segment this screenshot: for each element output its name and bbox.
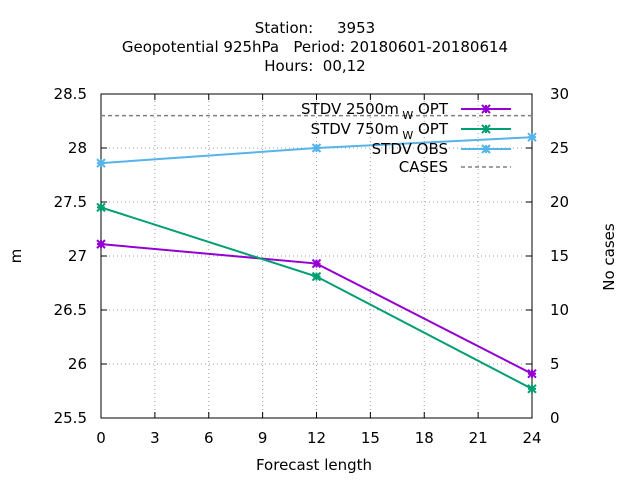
x-tick-label: 15 <box>361 429 380 447</box>
data-point <box>311 271 322 282</box>
marker-stroke <box>311 271 322 282</box>
legend-entry-3: STDV OBS <box>372 140 511 158</box>
y-tick-label: 28.5 <box>54 85 87 103</box>
legend-marker <box>481 104 491 114</box>
y2-tick-label: 0 <box>550 409 560 427</box>
x-tick-label: 12 <box>307 429 326 447</box>
y-tick-label: 26 <box>68 355 87 373</box>
legend-label: CASES <box>399 158 448 176</box>
grid-lines <box>101 94 532 418</box>
chart-title: Station: 3953 Geopotential 925hPa Period… <box>122 19 508 75</box>
y-tick-label: 26.5 <box>54 301 87 319</box>
legend-entry-1: STDV 2500m W OPT <box>301 100 511 122</box>
x-tick-label: 6 <box>204 429 214 447</box>
marker-stroke <box>96 202 106 213</box>
legend-subscript: W <box>399 109 413 122</box>
legend-name: STDV 750m <box>311 120 399 138</box>
y2-tick-label: 10 <box>550 301 569 319</box>
legend-name: STDV OBS <box>372 140 448 158</box>
x-tick-label: 24 <box>522 429 541 447</box>
x-tick-label: 0 <box>96 429 106 447</box>
y2-tick-label: 25 <box>550 139 569 157</box>
legend-entry-4: CASES <box>399 158 511 176</box>
y2-tick-label: 5 <box>550 355 560 373</box>
legend-suffix: OPT <box>413 120 449 138</box>
y-axis-label: m <box>7 249 25 264</box>
y-tick-label: 25.5 <box>54 409 87 427</box>
axes: 0 3 6 9 12 15 18 21 24 25.5 26 26.5 27 27.5 28 28.5 0 5 10… <box>54 85 570 447</box>
data-point <box>96 158 106 168</box>
y2-tick-label: 20 <box>550 193 569 211</box>
x-tick-label: 18 <box>415 429 434 447</box>
marker-stroke <box>527 132 537 142</box>
legend-subscript: W <box>399 129 413 142</box>
legend-name: STDV 2500m <box>301 100 399 118</box>
x-tick-label: 9 <box>258 429 268 447</box>
marker-stroke <box>481 124 491 134</box>
y-tick-label: 27.5 <box>54 193 87 211</box>
x-axis-label: Forecast length <box>256 456 372 474</box>
title-line-3: Hours: 00,12 <box>264 57 365 75</box>
legend-marker <box>481 144 491 154</box>
data-point <box>311 258 322 269</box>
legend-label: STDV OBS <box>372 140 448 158</box>
legend-entry-2: STDV 750m W OPT <box>311 120 511 142</box>
data-point <box>96 239 106 249</box>
data-point <box>311 143 322 153</box>
y-tick-label: 27 <box>68 247 87 265</box>
x-tick-label: 21 <box>469 429 488 447</box>
data-point <box>96 202 106 213</box>
legend-suffix: OPT <box>413 100 449 118</box>
y-tick-label: 28 <box>68 139 87 157</box>
title-line-1: Station: 3953 <box>255 19 375 37</box>
marker-stroke <box>527 384 537 394</box>
data-point <box>527 132 537 142</box>
legend-name: CASES <box>399 158 448 176</box>
marker-stroke <box>481 144 491 154</box>
marker-stroke <box>96 158 106 168</box>
y2-tick-label: 30 <box>550 85 569 103</box>
marker-stroke <box>96 239 106 249</box>
data-point <box>527 369 537 379</box>
series-lines <box>96 114 537 394</box>
y2-axis-label: No cases <box>600 223 618 291</box>
x-tick-label: 3 <box>150 429 160 447</box>
data-point <box>527 384 537 394</box>
title-line-2: Geopotential 925hPa Period: 20180601-201… <box>122 38 508 56</box>
marker-stroke <box>527 369 537 379</box>
legend-label: STDV 750m W OPT <box>311 120 449 142</box>
legend-label: STDV 2500m W OPT <box>301 100 449 122</box>
marker-stroke <box>311 143 322 153</box>
marker-stroke <box>311 258 322 269</box>
legend-marker <box>481 124 491 134</box>
y2-tick-label: 15 <box>550 247 569 265</box>
marker-stroke <box>481 104 491 114</box>
